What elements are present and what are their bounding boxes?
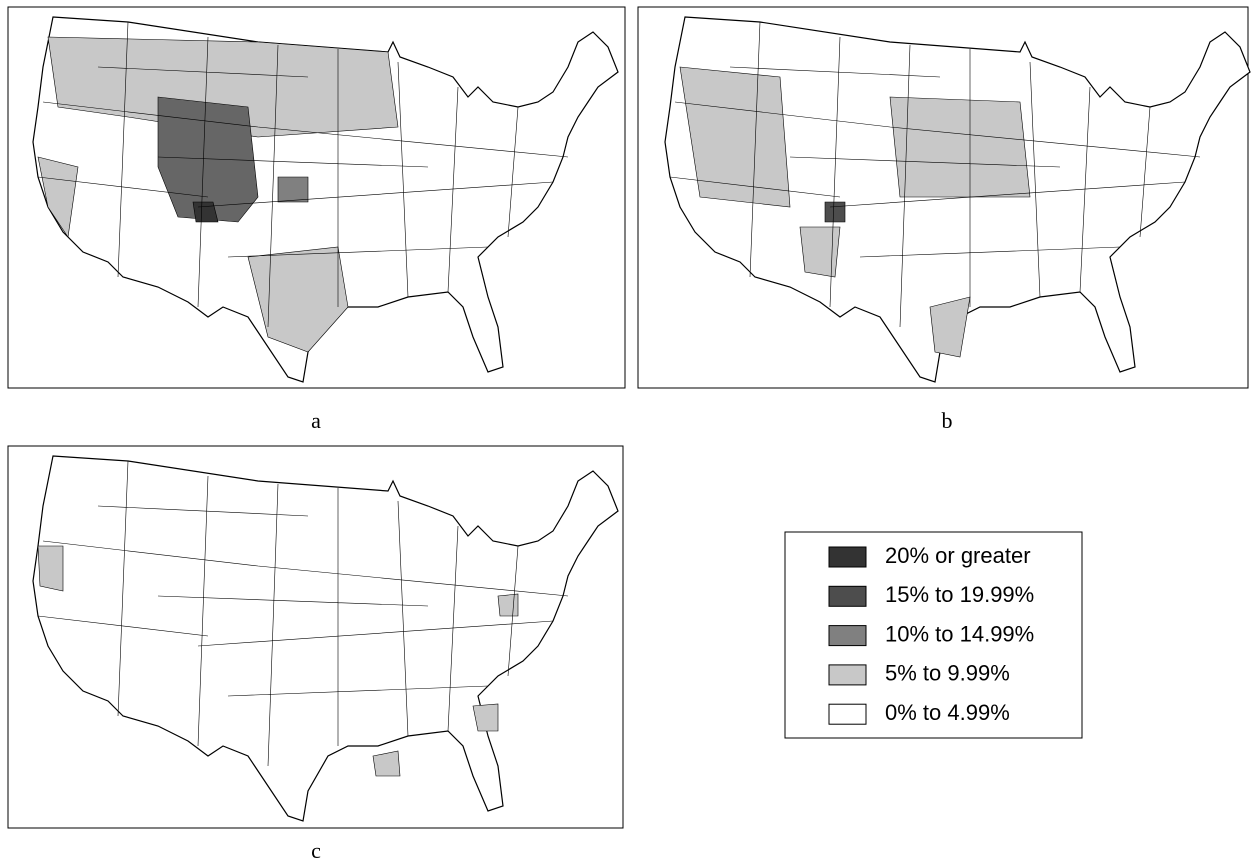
figure: a b c 20% or greater15% to 19.99%10% [0, 0, 1253, 860]
legend-swatch [829, 547, 866, 567]
us-map [33, 456, 618, 821]
map-panel: c [8, 446, 623, 860]
legend: 20% or greater 15% to 19.99% 10% to 14.99%… [785, 532, 1082, 738]
legend-label: 20% or greater [885, 543, 1031, 568]
legend-swatch [829, 626, 866, 646]
legend-swatch [829, 586, 866, 606]
legend-label: 15% to 19.99% [885, 582, 1034, 607]
panel-label: b [942, 408, 953, 433]
panel-label: a [311, 408, 321, 433]
map-panel: b [638, 7, 1250, 433]
us-map [665, 17, 1250, 382]
map-panel: a [8, 7, 625, 433]
panel-label: c [311, 838, 321, 860]
legend-label: 0% to 4.99% [885, 700, 1010, 725]
legend-swatch [829, 704, 866, 724]
us-map [33, 17, 618, 382]
legend-label: 5% to 9.99% [885, 661, 1010, 686]
legend-swatch [829, 665, 866, 685]
legend-label: 10% to 14.99% [885, 621, 1034, 646]
